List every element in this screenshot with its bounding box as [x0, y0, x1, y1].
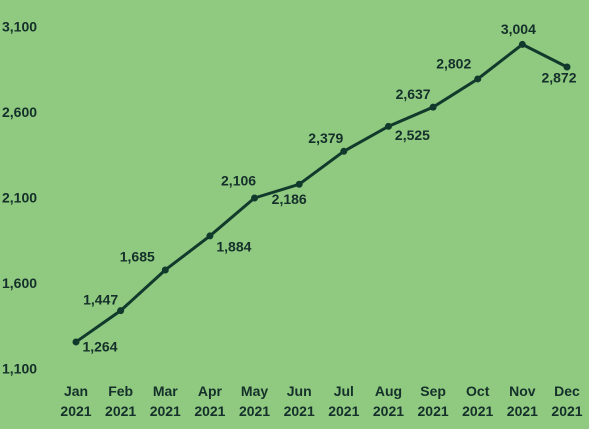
x-tick-label: Jun 2021 — [284, 383, 315, 419]
y-tick-label: 1,600 — [2, 275, 37, 291]
marker — [117, 307, 125, 315]
data-label: 2,106 — [221, 173, 256, 189]
data-label: 2,637 — [396, 86, 431, 102]
x-tick-label: Jul 2021 — [328, 383, 359, 419]
data-label: 2,525 — [395, 127, 430, 143]
data-label: 2,802 — [436, 56, 471, 72]
x-tick-label: Dec 2021 — [551, 383, 582, 419]
x-tick-label: Sep 2021 — [418, 383, 449, 419]
y-tick-label: 2,100 — [2, 190, 37, 206]
marker — [563, 63, 571, 71]
x-tick-label: May 2021 — [239, 383, 270, 419]
line — [75, 42, 568, 344]
y-tick-label: 1,100 — [2, 361, 37, 377]
x-tick-label: Aug 2021 — [373, 383, 404, 419]
y-tick-label: 3,100 — [2, 19, 37, 35]
data-label: 2,186 — [272, 191, 307, 207]
marker — [161, 266, 169, 274]
data-label: 1,884 — [216, 239, 251, 255]
data-label: 1,264 — [82, 339, 117, 355]
marker — [251, 194, 259, 202]
marker — [384, 122, 392, 130]
marker — [429, 103, 437, 111]
x-tick-label: Oct 2021 — [462, 383, 493, 419]
marker — [72, 338, 80, 346]
data-label: 2,872 — [541, 70, 576, 86]
x-tick-label: Jan 2021 — [60, 383, 91, 419]
x-tick-label: Feb 2021 — [105, 383, 136, 419]
y-tick-label: 2,600 — [2, 104, 37, 120]
x-tick-label: Apr 2021 — [194, 383, 225, 419]
marker — [518, 40, 526, 48]
x-tick-label: Nov 2021 — [507, 383, 538, 419]
data-label: 1,447 — [83, 291, 118, 307]
marker — [474, 75, 482, 83]
data-label: 3,004 — [501, 21, 536, 37]
data-label: 1,685 — [120, 249, 155, 265]
marker — [206, 232, 214, 240]
marker — [295, 180, 303, 188]
marker — [340, 147, 348, 155]
x-tick-label: Mar 2021 — [150, 383, 181, 419]
data-label: 2,379 — [308, 130, 343, 146]
